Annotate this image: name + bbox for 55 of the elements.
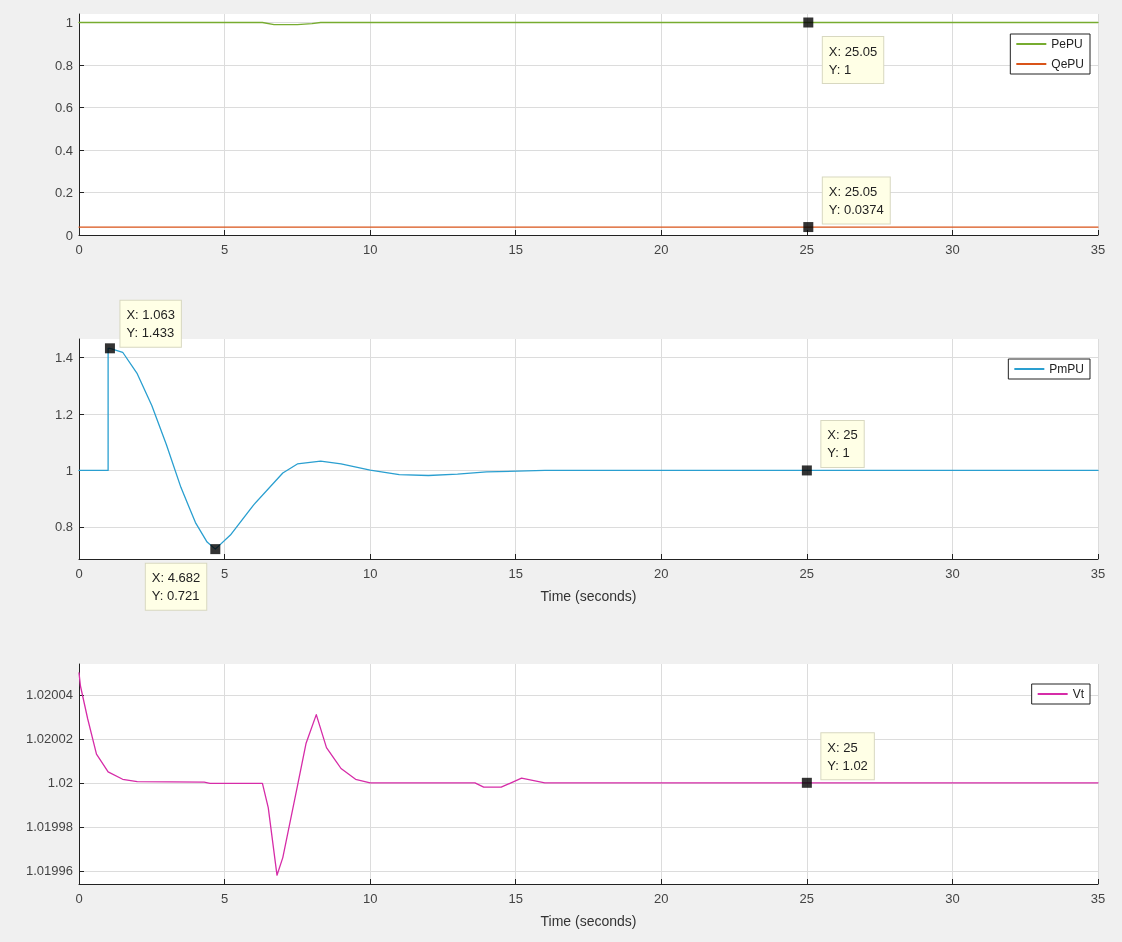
x-tick-label: 15 (508, 891, 523, 906)
x-tick-label: 10 (362, 891, 378, 906)
x-tick-label: 0 (75, 566, 83, 581)
y-tick-label: 0.6 (54, 100, 73, 115)
y-tick-label: 1.02002 (26, 731, 73, 747)
y-tick-label: 1 (65, 15, 73, 30)
x-tick-label: 30 (945, 891, 960, 906)
x-tick-label: 0 (75, 891, 83, 906)
x-tick-label: 35 (1090, 242, 1106, 257)
y-tick-label: 1.01998 (26, 819, 73, 835)
annotation: X: 25.05 Y: 1 (828, 43, 878, 77)
x-tick-label: 20 (654, 566, 669, 581)
annotation: X: 25 Y: 1.02 (827, 739, 868, 773)
x-tick-label: 20 (654, 242, 669, 257)
x-tick-label: 15 (508, 242, 523, 257)
legend-label: Vt (1072, 687, 1085, 701)
y-tick-label: 0.2 (54, 185, 73, 200)
y-tick-label: 1.02 (47, 775, 73, 791)
x-tick-label: 5 (220, 566, 229, 581)
x-axis-title: Time (seconds) (540, 588, 637, 604)
x-tick-label: 15 (508, 566, 523, 581)
y-tick-label: 1.4 (54, 350, 73, 366)
y-tick-label: 0.8 (54, 519, 73, 535)
x-tick-label: 35 (1090, 891, 1106, 906)
x-tick-label: 25 (799, 891, 815, 906)
x-tick-label: 35 (1090, 566, 1106, 581)
x-tick-label: 20 (654, 891, 669, 906)
point (104, 343, 115, 354)
x-tick-label: 25 (799, 566, 815, 581)
x-tick-label: 25 (799, 242, 815, 257)
y-tick-label: 1.02004 (26, 687, 73, 703)
x-tick-label: 5 (220, 242, 229, 257)
annotation: X: 25 Y: 1 (827, 427, 858, 461)
y-tick-label: 0.4 (54, 142, 73, 158)
x-tick-label: 5 (220, 891, 229, 906)
x-tick-label: 0 (75, 242, 83, 257)
y-tick-label: 1.2 (54, 406, 73, 422)
y-tick-label: 0.8 (54, 57, 73, 73)
annotation: X: 25.05 Y: 0.0374 (828, 184, 884, 218)
point (210, 544, 221, 555)
x-axis-title: Time (seconds) (540, 913, 637, 929)
y-tick-label: 1.01996 (26, 863, 73, 879)
y-tick-label: 0 (65, 227, 73, 243)
legend-label: PmPU (1049, 362, 1084, 376)
annotation: X: 1.063 Y: 1.433 (126, 307, 175, 341)
annotation: X: 4.682 Y: 0.721 (151, 570, 201, 604)
y-tick-label: 1 (65, 462, 73, 478)
x-tick-label: 10 (362, 242, 378, 257)
legend-label: PePU (1051, 37, 1083, 51)
line-series (78, 672, 1099, 876)
x-tick-label: 30 (945, 566, 960, 581)
x-tick-label: 30 (945, 242, 960, 257)
legend-label: QePU (1051, 57, 1085, 71)
x-tick-label: 10 (362, 566, 378, 581)
point (801, 465, 812, 476)
